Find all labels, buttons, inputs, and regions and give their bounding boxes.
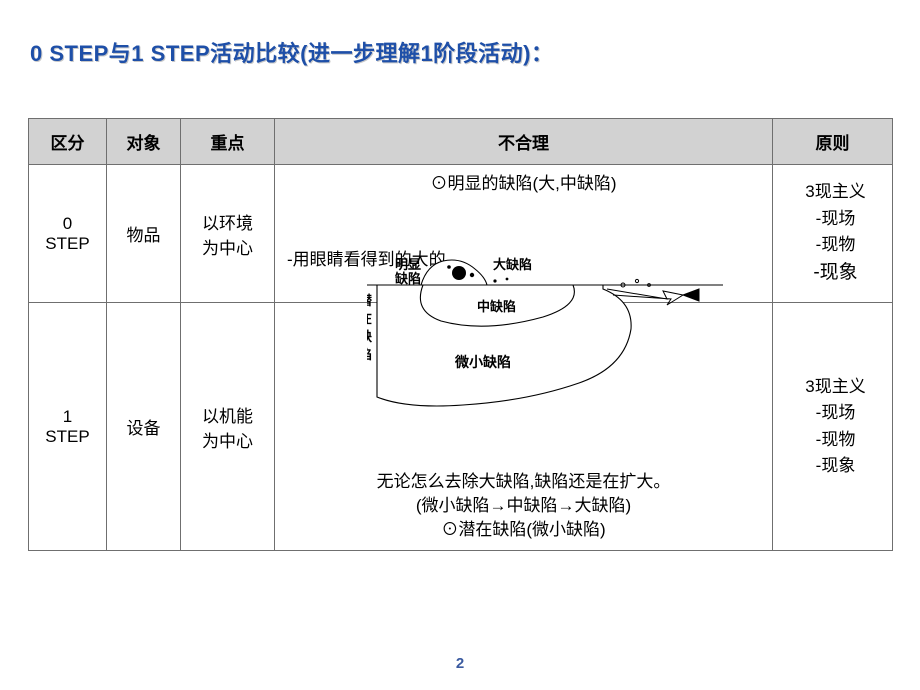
th-buheli: 不合理 <box>275 119 773 165</box>
th-zhongdian: 重点 <box>181 119 275 165</box>
cell-step1-bhl: 明显 缺陷 大缺陷 中缺陷 微小缺陷 潜 在 缺 陷 无论怎么去除大缺陷,缺陷还… <box>275 303 773 551</box>
lbl-qz-4: 陷 <box>367 347 372 362</box>
yz1-2: -现场 <box>816 403 856 422</box>
table-header-row: 区分 对象 重点 不合理 原则 <box>29 119 893 165</box>
zd0-b: 为中心 <box>202 239 253 258</box>
bhl0-line2: -用眼睛看得到的大的 <box>287 249 446 272</box>
zd0-a: 以环境 <box>202 214 253 233</box>
step0-lbl: STEP <box>45 234 89 253</box>
step1-lbl: STEP <box>45 427 89 446</box>
yz0-1: 3现主义 <box>805 182 865 201</box>
bhl1-line3: ⊙潜在缺陷(微小缺陷) <box>275 519 772 542</box>
table-row: 1 STEP 设备 以机能 为中心 <box>29 303 893 551</box>
cell-step1-qf: 1 STEP <box>29 303 107 551</box>
cell-step0-bhl: ⊙明显的缺陷(大,中缺陷) -用眼睛看得到的大的 <box>275 165 773 303</box>
zd1-b: 为中心 <box>202 432 253 451</box>
comparison-table: 区分 对象 重点 不合理 原则 0 STEP 物品 以环境 为中心 ⊙明显的缺陷… <box>28 118 893 551</box>
step0-num: 0 <box>63 214 72 233</box>
th-duixiang: 对象 <box>107 119 181 165</box>
yz0-2: -现场 <box>816 209 856 228</box>
yz1-4: -现象 <box>816 456 856 475</box>
table-row: 0 STEP 物品 以环境 为中心 ⊙明显的缺陷(大,中缺陷) -用眼睛看得到的… <box>29 165 893 303</box>
lbl-qz-2: 在 <box>367 311 372 326</box>
step1-num: 1 <box>63 407 72 426</box>
yz0-3: -现物 <box>816 235 856 254</box>
zd1-a: 以机能 <box>202 407 253 426</box>
th-yuanze: 原则 <box>773 119 893 165</box>
bhl1-line1: 无论怎么去除大缺陷,缺陷还是在扩大。 <box>275 471 772 494</box>
cell-step0-dx: 物品 <box>107 165 181 303</box>
lbl-qz-3: 缺 <box>367 329 373 344</box>
cell-step1-dx: 设备 <box>107 303 181 551</box>
cell-step0-zd: 以环境 为中心 <box>181 165 275 303</box>
yz0-4: -现象 <box>813 262 857 283</box>
page-number: 2 <box>0 655 920 672</box>
yz1-3: -现物 <box>816 430 856 449</box>
cell-step0-qf: 0 STEP <box>29 165 107 303</box>
page-title: 0 STEP与1 STEP活动比较(进一步理解1阶段活动)： <box>30 36 554 68</box>
bhl0-line1: ⊙明显的缺陷(大,中缺陷) <box>275 173 772 196</box>
lbl-weixiao: 微小缺陷 <box>454 354 511 370</box>
bhl1-line2: (微小缺陷→中缺陷→大缺陷) <box>275 495 772 518</box>
cell-step1-zd: 以机能 为中心 <box>181 303 275 551</box>
yz1-1: 3现主义 <box>805 377 865 396</box>
cell-step1-yz: 3现主义 -现场 -现物 -现象 <box>773 303 893 551</box>
cell-step0-yz: 3现主义 -现场 -现物 -现象 <box>773 165 893 303</box>
th-qufen: 区分 <box>29 119 107 165</box>
